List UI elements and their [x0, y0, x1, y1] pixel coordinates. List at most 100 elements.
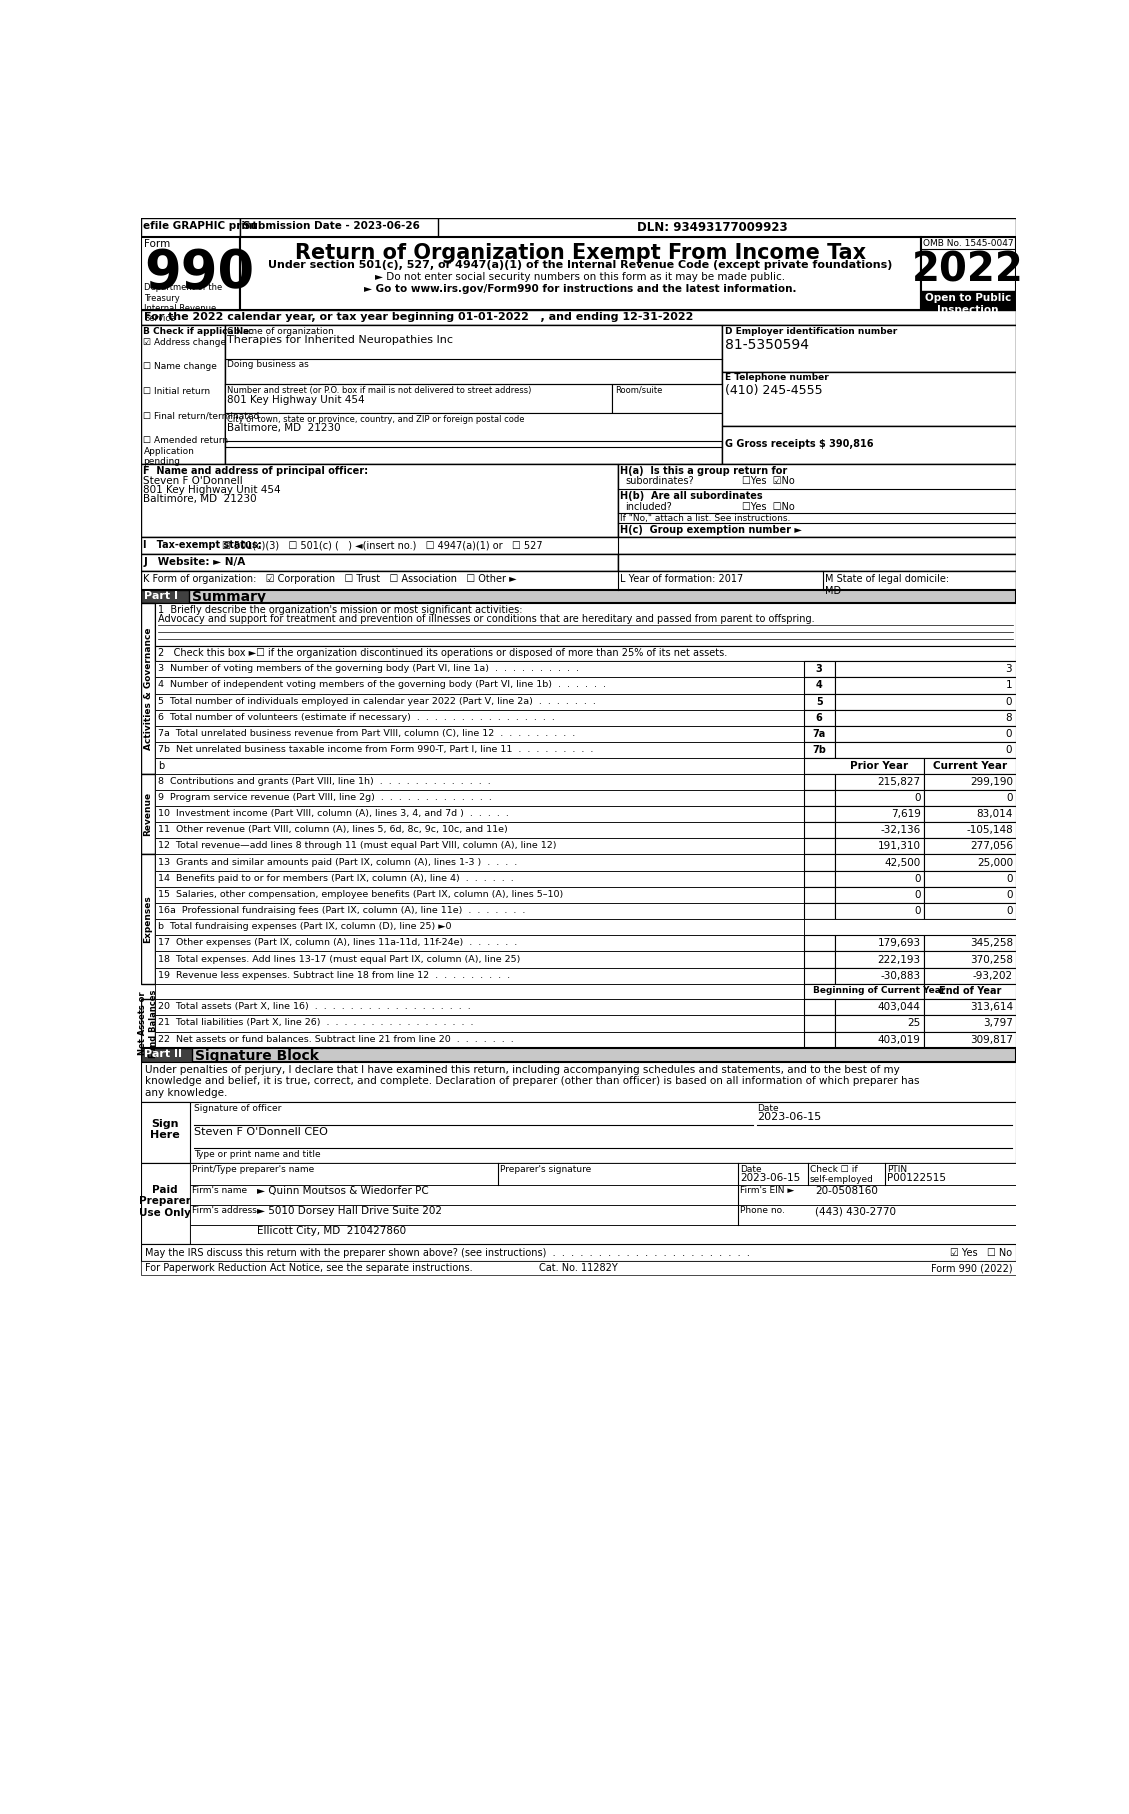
- Text: Doing business as: Doing business as: [227, 361, 309, 368]
- Text: P00122515: P00122515: [887, 1174, 946, 1183]
- Bar: [834, 871, 924, 887]
- Text: ☐ Amended return
Application
pending: ☐ Amended return Application pending: [143, 437, 228, 466]
- Text: Therapies for Inherited Neuropathies Inc: Therapies for Inherited Neuropathies Inc: [227, 336, 453, 345]
- Bar: [804, 854, 834, 871]
- Text: 299,190: 299,190: [970, 776, 1013, 787]
- Text: 7b: 7b: [812, 746, 826, 755]
- Text: Date: Date: [758, 1105, 779, 1114]
- Text: ☐ Final return/terminated: ☐ Final return/terminated: [143, 412, 260, 421]
- Bar: [834, 789, 924, 805]
- Text: Firm's address: Firm's address: [192, 1206, 257, 1215]
- Bar: [834, 709, 1016, 726]
- Text: Net Assets or
Fund Balances: Net Assets or Fund Balances: [139, 989, 158, 1058]
- Bar: [225, 385, 612, 414]
- Bar: [804, 983, 924, 1000]
- Text: ☐Yes  ☑No: ☐Yes ☑No: [742, 477, 795, 486]
- Bar: [804, 1016, 834, 1032]
- Text: 403,044: 403,044: [878, 1003, 921, 1012]
- Bar: [804, 677, 834, 693]
- Text: 14  Benefits paid to or for members (Part IX, column (A), line 4)  .  .  .  .  .: 14 Benefits paid to or for members (Part…: [158, 874, 514, 883]
- Text: 10  Investment income (Part VIII, column (A), lines 3, 4, and 7d )  .  .  .  .  : 10 Investment income (Part VIII, column …: [158, 809, 509, 818]
- Text: -105,148: -105,148: [966, 825, 1013, 834]
- Bar: [804, 709, 834, 726]
- Text: 2023-06-15: 2023-06-15: [758, 1112, 822, 1123]
- Bar: [804, 920, 1016, 936]
- Bar: [155, 1016, 804, 1032]
- Text: 215,827: 215,827: [877, 776, 921, 787]
- Text: 277,056: 277,056: [970, 842, 1013, 851]
- Bar: [804, 789, 834, 805]
- Text: b  Total fundraising expenses (Part IX, column (D), line 25) ►0: b Total fundraising expenses (Part IX, c…: [158, 922, 452, 931]
- Text: (410) 245-4555: (410) 245-4555: [725, 385, 822, 397]
- Text: 0: 0: [914, 905, 921, 916]
- Text: Revenue: Revenue: [143, 793, 152, 836]
- Text: -32,136: -32,136: [881, 825, 921, 834]
- Text: ☑ Address change: ☑ Address change: [143, 337, 227, 346]
- Text: If "No," attach a list. See instructions.: If "No," attach a list. See instructions…: [620, 513, 790, 522]
- Text: 0: 0: [1006, 874, 1013, 883]
- Bar: [141, 1163, 1016, 1244]
- Text: May the IRS discuss this return with the preparer shown above? (see instructions: May the IRS discuss this return with the…: [145, 1248, 750, 1257]
- Bar: [834, 693, 1016, 709]
- Bar: [834, 936, 924, 952]
- Bar: [155, 952, 804, 967]
- Bar: [618, 553, 1016, 571]
- Bar: [155, 871, 804, 887]
- Bar: [155, 805, 804, 822]
- Text: Number and street (or P.O. box if mail is not delivered to street address): Number and street (or P.O. box if mail i…: [227, 386, 532, 394]
- Text: 8: 8: [1006, 713, 1013, 722]
- Text: ► 5010 Dorsey Hall Drive Suite 202: ► 5010 Dorsey Hall Drive Suite 202: [257, 1206, 443, 1217]
- Text: 4  Number of independent voting members of the governing body (Part VI, line 1b): 4 Number of independent voting members o…: [158, 680, 606, 689]
- Text: 19  Revenue less expenses. Subtract line 18 from line 12  .  .  .  .  .  .  .  .: 19 Revenue less expenses. Subtract line …: [158, 970, 510, 980]
- Bar: [804, 952, 834, 967]
- Bar: [155, 983, 804, 1000]
- Text: 17  Other expenses (Part IX, column (A), lines 11a-11d, 11f-24e)  .  .  .  .  . : 17 Other expenses (Part IX, column (A), …: [158, 938, 517, 947]
- Text: ► Do not enter social security numbers on this form as it may be made public.: ► Do not enter social security numbers o…: [376, 272, 786, 283]
- Bar: [924, 967, 1016, 983]
- Bar: [141, 590, 190, 604]
- Bar: [141, 464, 618, 537]
- Bar: [804, 805, 834, 822]
- Bar: [155, 1000, 804, 1016]
- Bar: [804, 758, 924, 773]
- Bar: [924, 822, 1016, 838]
- Text: Baltimore, MD  21230: Baltimore, MD 21230: [227, 423, 341, 434]
- Bar: [155, 646, 1016, 660]
- Text: 403,019: 403,019: [878, 1034, 921, 1045]
- Text: 0: 0: [1006, 891, 1013, 900]
- Text: 15  Salaries, other compensation, employee benefits (Part IX, column (A), lines : 15 Salaries, other compensation, employe…: [158, 891, 563, 900]
- Bar: [141, 1048, 1016, 1061]
- Bar: [804, 773, 834, 789]
- Bar: [804, 1032, 834, 1048]
- Text: 6: 6: [816, 713, 823, 722]
- Text: 309,817: 309,817: [970, 1034, 1013, 1045]
- Bar: [141, 1163, 190, 1244]
- Bar: [155, 709, 804, 726]
- Text: Part II: Part II: [145, 1048, 182, 1059]
- Bar: [924, 887, 1016, 903]
- Text: 313,614: 313,614: [970, 1003, 1013, 1012]
- Text: Activities & Governance: Activities & Governance: [143, 628, 152, 749]
- Text: 3: 3: [1006, 664, 1013, 675]
- Text: 0: 0: [1006, 905, 1013, 916]
- Bar: [924, 1000, 1016, 1016]
- Text: included?: included?: [625, 502, 672, 512]
- Bar: [924, 854, 1016, 871]
- Bar: [225, 325, 723, 464]
- Text: 42,500: 42,500: [884, 858, 921, 867]
- Text: ☐ Initial return: ☐ Initial return: [143, 386, 211, 395]
- Text: Prior Year: Prior Year: [850, 760, 909, 771]
- Bar: [834, 742, 1016, 758]
- Bar: [141, 590, 1016, 604]
- Bar: [141, 773, 155, 854]
- Text: Expenses: Expenses: [143, 896, 152, 943]
- Bar: [155, 854, 804, 871]
- Text: 345,258: 345,258: [970, 938, 1013, 949]
- Text: Preparer's signature: Preparer's signature: [500, 1165, 592, 1174]
- Text: 0: 0: [914, 874, 921, 883]
- Text: H(a)  Is this a group return for: H(a) Is this a group return for: [620, 466, 787, 475]
- Bar: [155, 822, 804, 838]
- Text: 0: 0: [914, 891, 921, 900]
- Text: 0: 0: [914, 793, 921, 804]
- Text: ► Go to www.irs.gov/Form990 for instructions and the latest information.: ► Go to www.irs.gov/Form990 for instruct…: [365, 285, 797, 294]
